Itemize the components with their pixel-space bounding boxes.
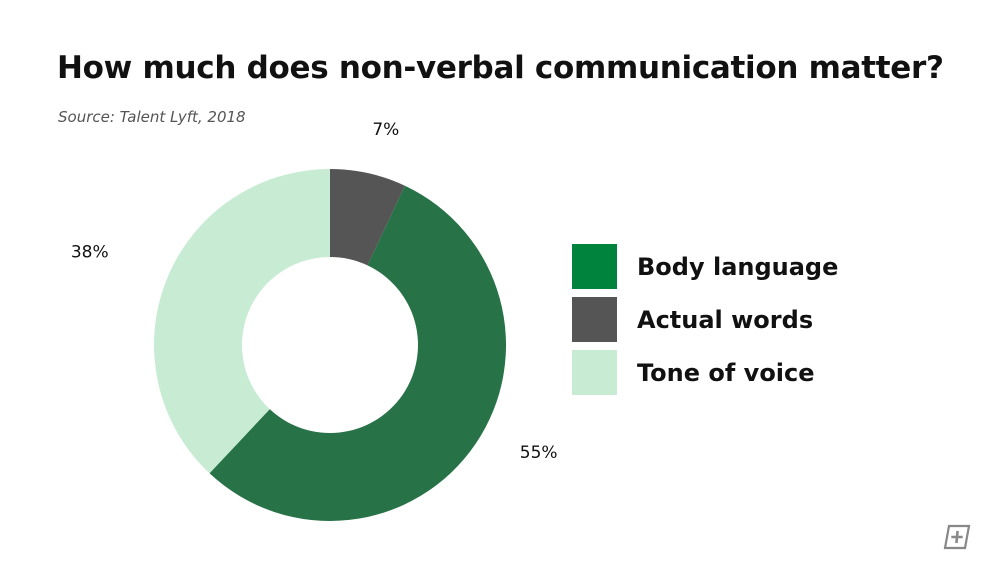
legend-item-actual-words: Actual words (572, 297, 838, 342)
legend-item-tone-of-voice: Tone of voice (572, 350, 838, 395)
chart-title: How much does non-verbal communication m… (57, 50, 944, 86)
legend-swatch (572, 350, 617, 395)
plus-square-icon (943, 524, 971, 550)
chart-source: Source: Talent Lyft, 2018 (58, 108, 246, 126)
legend-item-body-language: Body language (572, 244, 838, 289)
legend-label: Actual words (637, 305, 814, 334)
slice-label-actual-words: 7% (372, 120, 399, 140)
legend-label: Tone of voice (637, 358, 815, 387)
chart-legend: Body language Actual words Tone of voice (572, 244, 838, 403)
legend-swatch (572, 297, 617, 342)
legend-label: Body language (637, 252, 839, 281)
slice-label-tone-of-voice: 38% (71, 243, 109, 263)
legend-swatch (572, 244, 617, 289)
slice-body-language (209, 185, 506, 522)
slice-tone-of-voice (153, 169, 330, 474)
slice-label-body-language: 55% (520, 443, 558, 463)
slice-actual-words (330, 169, 405, 266)
